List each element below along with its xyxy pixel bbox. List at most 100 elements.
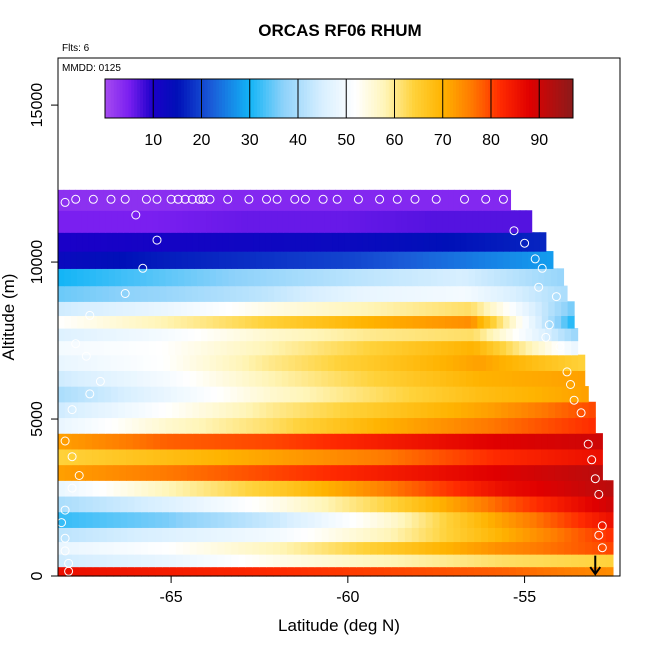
- heatmap-cell: [90, 340, 98, 356]
- heatmap-cell: [252, 401, 261, 419]
- heatmap-cell: [78, 401, 86, 419]
- colorbar-segment: [128, 79, 132, 118]
- heatmap-cell: [266, 527, 274, 543]
- heatmap-cell: [342, 511, 350, 528]
- heatmap-cell: [225, 417, 234, 434]
- heatmap-cell: [356, 527, 364, 543]
- heatmap-cell: [406, 370, 415, 387]
- heatmap-cell: [467, 340, 475, 356]
- heatmap-cell: [143, 370, 151, 387]
- flight-track-point: [460, 194, 469, 204]
- heatmap-cell: [382, 386, 390, 403]
- heatmap-cell: [521, 251, 529, 269]
- heatmap-cell: [78, 566, 87, 577]
- heatmap-cell: [122, 315, 130, 329]
- heatmap-cell: [512, 354, 520, 371]
- heatmap-cell: [396, 386, 404, 403]
- heatmap-cell: [335, 566, 344, 577]
- heatmap-cell: [335, 189, 342, 211]
- heatmap-cell: [545, 340, 553, 356]
- heatmap-cell: [192, 232, 199, 252]
- heatmap-cell: [71, 541, 80, 555]
- heatmap-cell: [356, 232, 364, 252]
- heatmap-cell: [344, 232, 352, 252]
- heatmap-cell: [443, 268, 451, 287]
- colorbar-segment: [406, 79, 410, 118]
- heatmap-cell: [390, 566, 399, 577]
- heatmap-cell: [58, 417, 66, 434]
- heatmap-cell: [146, 433, 154, 450]
- heatmap-cell: [422, 386, 430, 403]
- heatmap-cell: [342, 251, 350, 269]
- heatmap-cell: [557, 480, 565, 497]
- heatmap-cell: [202, 370, 211, 387]
- heatmap-cell: [363, 566, 371, 577]
- heatmap-cell: [203, 480, 212, 497]
- heatmap-cell: [228, 448, 236, 466]
- heatmap-cell: [536, 554, 545, 568]
- heatmap-cell: [432, 554, 441, 568]
- heatmap-cell: [534, 417, 543, 434]
- heatmap-cell: [262, 370, 270, 387]
- flight-track-point: [67, 483, 77, 493]
- heatmap-cell: [77, 370, 85, 387]
- heatmap-cell: [206, 301, 214, 317]
- heatmap-cell: [512, 327, 520, 342]
- colorbar-segment: [470, 79, 475, 118]
- heatmap-cell: [134, 527, 142, 543]
- heatmap-cell: [172, 417, 180, 434]
- heatmap-cell: [120, 527, 128, 543]
- heatmap-cell: [363, 480, 371, 497]
- heatmap-cell: [83, 285, 91, 302]
- heatmap-cell: [131, 189, 138, 211]
- heatmap-cell: [399, 301, 407, 317]
- heatmap-cell: [77, 386, 86, 403]
- flight-track-point: [509, 226, 519, 236]
- heatmap-cell: [233, 340, 241, 356]
- heatmap-cell: [294, 354, 303, 371]
- heatmap-cell: [329, 386, 337, 403]
- heatmap-cell: [482, 386, 490, 403]
- heatmap-cell: [400, 401, 408, 419]
- heatmap-cell: [367, 301, 375, 317]
- colorbar-segment: [207, 79, 211, 118]
- heatmap-cell: [508, 386, 516, 403]
- heatmap-cell: [342, 495, 350, 513]
- heatmap-cell: [278, 340, 286, 356]
- heatmap-cell: [354, 210, 361, 233]
- heatmap-cell: [492, 354, 500, 371]
- heatmap-cell: [361, 251, 368, 269]
- heatmap-cell: [245, 527, 253, 543]
- heatmap-cell: [114, 189, 121, 211]
- colorbar-segment: [447, 79, 451, 118]
- heatmap-cell: [213, 340, 221, 356]
- heatmap-cell: [100, 232, 108, 252]
- heatmap-cell: [474, 268, 482, 287]
- heatmap-cell: [441, 251, 449, 269]
- heatmap-cell: [116, 301, 124, 317]
- heatmap-cell: [384, 541, 392, 555]
- heatmap-cell: [318, 285, 326, 302]
- heatmap-cell: [568, 417, 576, 434]
- heatmap-cell: [96, 301, 104, 317]
- heatmap-cell: [525, 340, 533, 356]
- colorbar-tick-label: 80: [482, 132, 500, 149]
- heatmap-cell: [98, 401, 106, 419]
- heatmap-cell: [493, 448, 501, 466]
- heatmap-cell: [92, 464, 100, 481]
- flight-track-point: [541, 332, 551, 342]
- heatmap-cell: [496, 301, 504, 317]
- heatmap-cell: [404, 251, 412, 269]
- heatmap-cell: [521, 417, 529, 434]
- heatmap-cell: [522, 527, 531, 543]
- heatmap-cell: [460, 327, 468, 342]
- flight-track-point: [71, 339, 81, 349]
- heatmap-cell: [203, 386, 212, 403]
- heatmap-cell: [148, 301, 156, 317]
- heatmap-cell: [146, 448, 154, 466]
- heatmap-cell: [502, 386, 510, 403]
- heatmap-cell: [187, 340, 195, 356]
- heatmap-cell: [120, 480, 128, 497]
- heatmap-cell: [279, 480, 288, 497]
- heatmap-cell: [210, 566, 219, 577]
